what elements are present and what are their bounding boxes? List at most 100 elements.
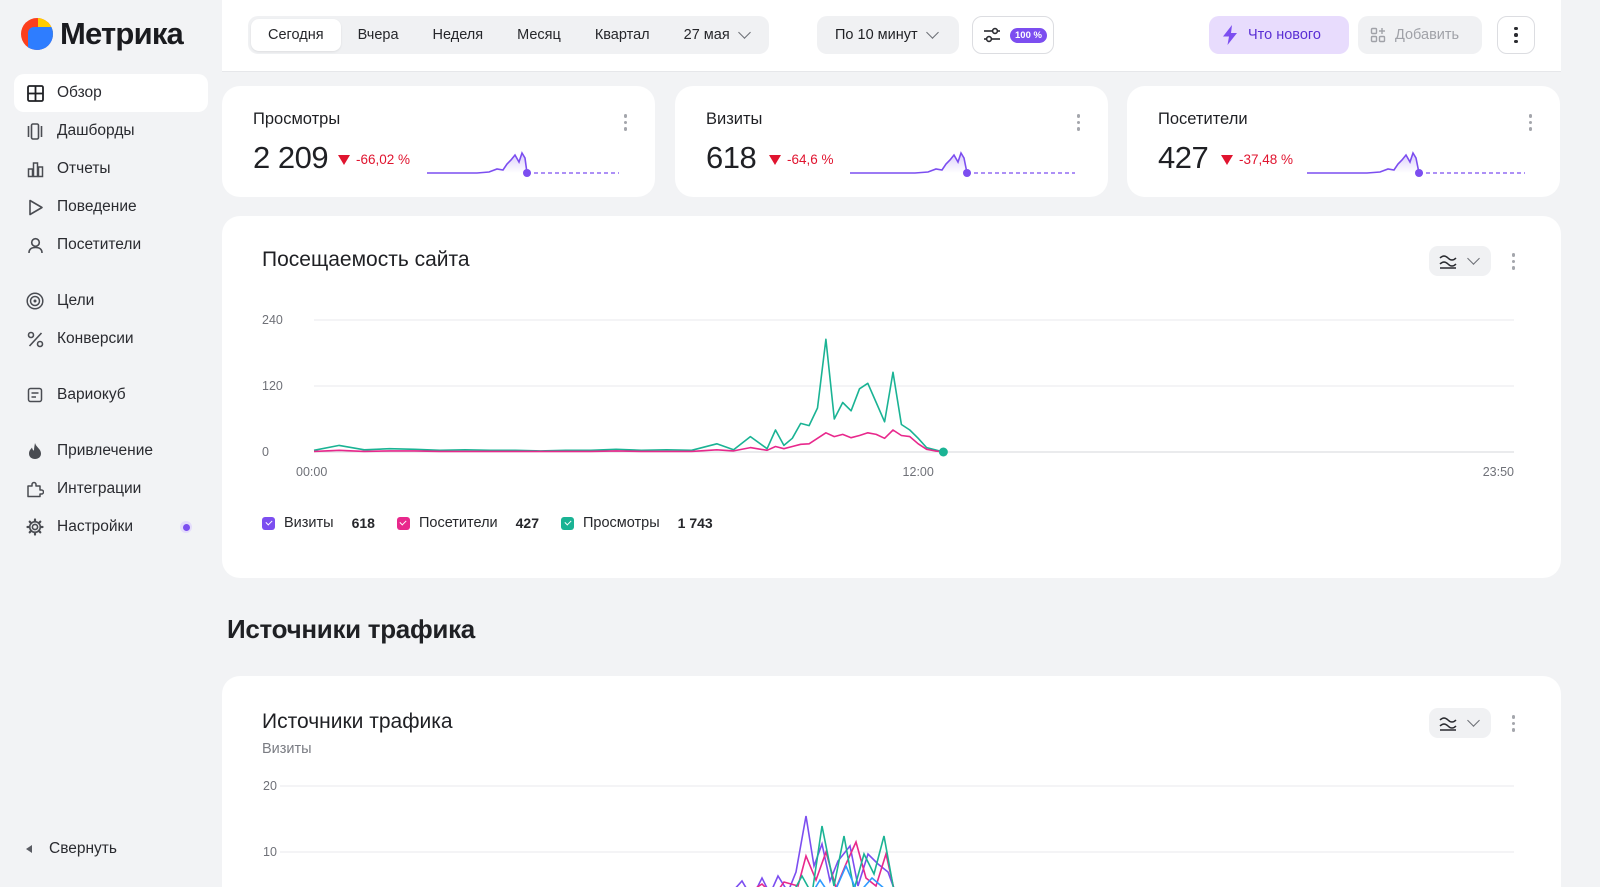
sidebar-item-conversions[interactable]: Конверсии	[14, 320, 208, 358]
checkbox-icon	[262, 516, 275, 530]
sidebar-item-label: Поведение	[57, 198, 137, 215]
sidebar-item-visitors[interactable]: Посетители	[14, 226, 208, 264]
arrow-down-icon	[769, 154, 781, 165]
kpi-card-visits[interactable]: Визиты 618 -64,6 %	[675, 86, 1108, 197]
kpi-sparkline	[850, 151, 1075, 177]
add-widget-button[interactable]: Добавить	[1358, 16, 1482, 54]
more-vertical-icon	[1528, 114, 1532, 131]
sidebar-item-label: Настройки	[57, 518, 134, 535]
kpi-card-visitors[interactable]: Посетители 427 -37,48 %	[1127, 86, 1560, 197]
collapse-label: Свернуть	[49, 840, 117, 857]
period-month[interactable]: Месяц	[517, 27, 561, 43]
kpi-card-pageviews[interactable]: Просмотры 2 209 -66,02 %	[222, 86, 655, 197]
sidebar-item-dashboards[interactable]: Дашборды	[14, 112, 208, 150]
sidebar-item-label: Конверсии	[57, 330, 134, 347]
kpi-value: 618	[706, 140, 757, 175]
traffic-series-1	[735, 815, 895, 887]
variocube-icon	[26, 386, 44, 404]
kpi-menu-button[interactable]	[1076, 114, 1080, 131]
sidebar-item-integrations[interactable]: Интеграции	[14, 470, 208, 508]
kpi-value: 427	[1158, 140, 1209, 175]
legend-value: 427	[515, 515, 539, 531]
sidebar-item-label: Обзор	[57, 84, 102, 101]
arrow-down-icon	[1221, 154, 1233, 165]
period-today[interactable]: Сегодня	[251, 19, 341, 51]
sidebar-item-variocube[interactable]: Вариокуб	[14, 376, 208, 414]
grid-icon	[26, 84, 44, 102]
legend-item-pageviews[interactable]: Просмотры 1 743	[561, 515, 713, 531]
series-line	[313, 429, 944, 453]
line-chart-type-icon	[1439, 717, 1457, 731]
period-selector: Сегодня Вчера Неделя Месяц Квартал 27 ма…	[248, 16, 769, 54]
chart-menu-button[interactable]	[1511, 715, 1515, 732]
kpi-menu-button[interactable]	[1528, 114, 1532, 131]
interval-select[interactable]: По 10 минут	[817, 16, 959, 54]
period-week[interactable]: Неделя	[432, 27, 484, 43]
kpi-delta: -66,02 %	[338, 152, 410, 167]
date-picker[interactable]: 27 мая	[667, 19, 766, 51]
legend-label: Посетители	[418, 515, 498, 531]
y-tick-label: 10	[263, 845, 277, 859]
kpi-title: Визиты	[706, 110, 763, 128]
sidebar-item-label: Посетители	[57, 236, 142, 253]
sidebar-item-overview[interactable]: Обзор	[14, 74, 208, 112]
whats-new-button[interactable]: Что нового	[1209, 16, 1349, 54]
chart-type-select[interactable]	[1429, 246, 1491, 276]
checkbox-icon	[561, 516, 574, 530]
y-tick-label: 20	[263, 779, 277, 793]
sidebar-item-label: Вариокуб	[57, 386, 126, 403]
more-vertical-icon	[1511, 715, 1515, 732]
sidebar-item-settings[interactable]: Настройки	[14, 508, 208, 546]
sidebar-item-behavior[interactable]: Поведение	[14, 188, 208, 226]
legend-value: 1 743	[677, 515, 713, 531]
traffic-sources-line-chart: 20 10	[263, 779, 1514, 887]
kpi-menu-button[interactable]	[623, 114, 627, 131]
kpi-delta-value: -66,02 %	[356, 152, 411, 167]
legend-item-visitors[interactable]: Посетители 427	[396, 515, 539, 531]
kpi-delta-value: -64,6 %	[787, 152, 834, 167]
more-vertical-icon	[1514, 26, 1518, 44]
sidebar-item-reports[interactable]: Отчеты	[14, 150, 208, 188]
more-vertical-icon	[623, 114, 627, 131]
kpi-value: 2 209	[253, 140, 329, 175]
gear-icon	[26, 518, 44, 536]
collapse-sidebar-button[interactable]: Свернуть	[26, 840, 117, 858]
series-line	[313, 338, 944, 453]
chart-legend: Визиты 618 Посетители 427 Просмотры 1 74…	[262, 515, 735, 531]
legend-value: 618	[351, 515, 375, 531]
y-tick-label: 120	[262, 379, 283, 393]
sidebar-item-label: Отчеты	[57, 160, 111, 177]
filters-button[interactable]: 100 %	[972, 16, 1054, 54]
add-label: Добавить	[1395, 27, 1460, 43]
chart-menu-button[interactable]	[1511, 253, 1515, 270]
percent-icon	[26, 330, 44, 348]
user-icon	[26, 236, 44, 254]
line-chart-type-icon	[1439, 255, 1457, 269]
more-vertical-icon	[1511, 253, 1515, 270]
sidebar-item-acquisition[interactable]: Привлечение	[14, 432, 208, 470]
kpi-sparkline	[1307, 151, 1525, 177]
kpi-sparkline	[427, 151, 619, 177]
dashboards-icon	[26, 122, 44, 140]
legend-label: Визиты	[284, 515, 334, 531]
attendance-chart-card: Посещаемость сайта 0 120 240 00:00 12:00 23:5…	[222, 216, 1561, 578]
sidebar-item-label: Дашборды	[57, 122, 135, 139]
chevron-down-icon	[737, 26, 751, 39]
top-toolbar: Сегодня Вчера Неделя Месяц Квартал 27 ма…	[222, 0, 1561, 72]
metrika-logo-icon	[21, 18, 53, 50]
legend-item-visits[interactable]: Визиты 618	[262, 515, 375, 531]
chart-type-select[interactable]	[1429, 708, 1491, 738]
kpi-delta: -37,48 %	[1221, 152, 1293, 167]
sidebar-item-goals[interactable]: Цели	[14, 282, 208, 320]
metrika-logo[interactable]: Метрика	[20, 16, 184, 52]
more-options-button[interactable]	[1497, 16, 1535, 54]
sliders-icon	[984, 27, 1000, 43]
legend-label: Просмотры	[583, 515, 660, 531]
sidebar: Метрика Обзор Дашборды Отчеты Поведение …	[0, 0, 222, 887]
sidebar-item-label: Интеграции	[57, 480, 142, 497]
period-yesterday[interactable]: Вчера	[357, 27, 399, 43]
y-tick-label: 240	[262, 313, 283, 327]
period-quarter[interactable]: Квартал	[594, 27, 650, 43]
main-nav: Обзор Дашборды Отчеты Поведение Посетите…	[14, 74, 208, 546]
filters-badge: 100 %	[1010, 27, 1047, 43]
